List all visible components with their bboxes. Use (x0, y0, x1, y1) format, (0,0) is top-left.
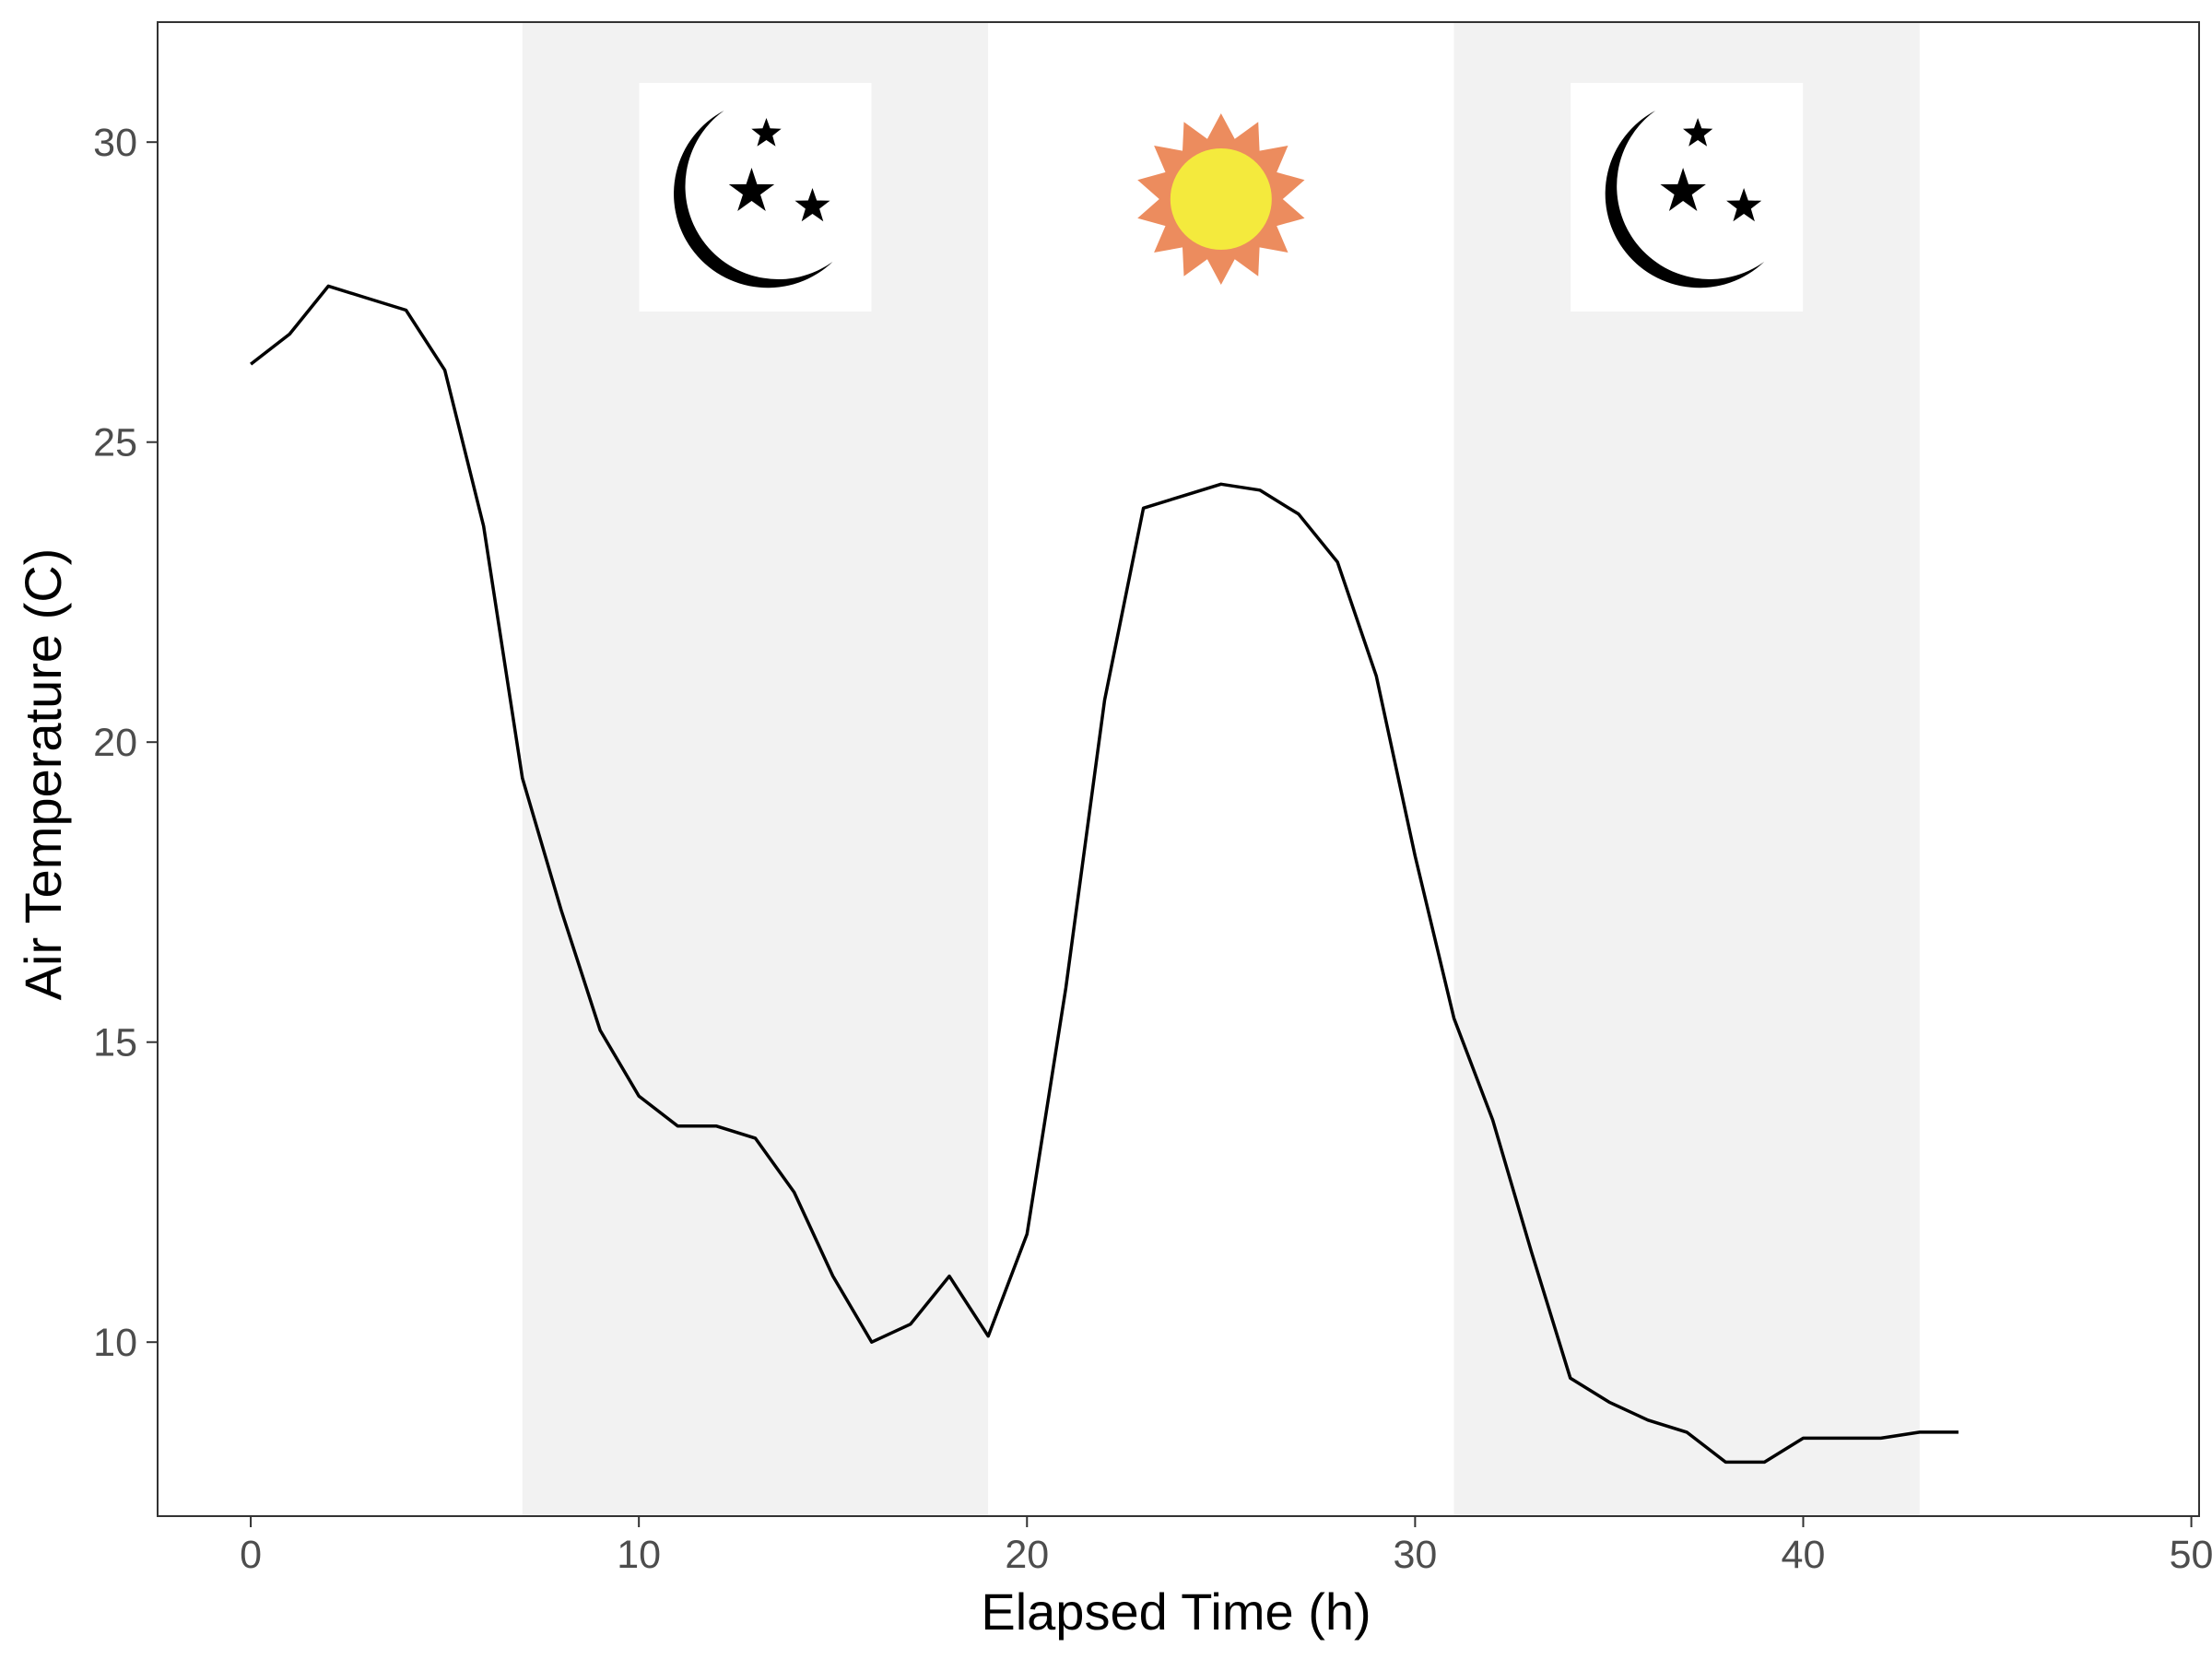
y-tick-label: 10 (93, 1321, 137, 1365)
moon-stars-icon (639, 83, 872, 312)
temperature-line (250, 284, 1959, 1465)
x-axis-title: Elapsed Time (h) (981, 1583, 1371, 1641)
y-axis: 10 15 20 25 30 (93, 121, 158, 1365)
x-tick-label: 50 (2170, 1533, 2212, 1577)
x-tick-label: 20 (1005, 1533, 1049, 1577)
y-axis-title: Air Temperature (C) (14, 548, 72, 1001)
x-axis: 0 10 20 30 40 50 (240, 1516, 2212, 1577)
day-night-icons (639, 83, 1804, 312)
star-icon (1683, 118, 1713, 147)
star-icon (794, 188, 830, 222)
sun-core (1170, 148, 1272, 250)
plot-panel-border (157, 21, 2200, 1517)
y-tick-label: 15 (93, 1021, 137, 1065)
x-tick-label: 0 (240, 1533, 262, 1577)
moon-stars-icon (1571, 83, 1804, 312)
y-tick-label: 25 (93, 421, 137, 465)
y-tick-label: 30 (93, 121, 137, 165)
star-icon (751, 118, 782, 147)
star-icon (728, 168, 775, 211)
sun-icon (1137, 113, 1305, 285)
y-tick-label: 20 (93, 721, 137, 765)
x-tick-label: 10 (617, 1533, 661, 1577)
star-icon (1726, 188, 1762, 222)
x-tick-label: 40 (1782, 1533, 1826, 1577)
x-tick-label: 30 (1393, 1533, 1437, 1577)
star-icon (1660, 168, 1706, 211)
